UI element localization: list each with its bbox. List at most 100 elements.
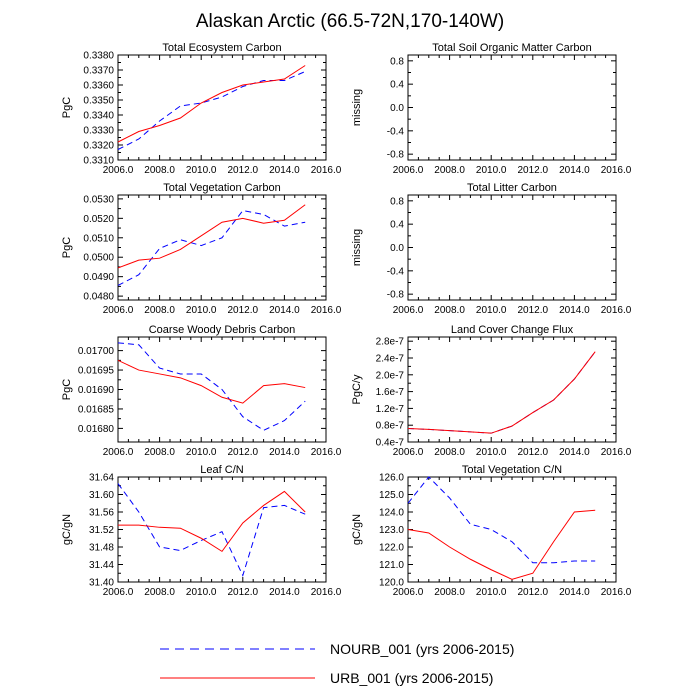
x-tick-label: 2016.0 — [311, 165, 342, 176]
y-axis-label: gC/gN — [61, 514, 73, 545]
y-tick-label: 0.01695 — [78, 366, 115, 377]
x-tick-label: 2014.0 — [269, 305, 300, 316]
y-axis-label: PgC/y — [351, 374, 363, 404]
y-tick-label: 0.4 — [390, 220, 404, 231]
y-tick-label: 0.01685 — [78, 404, 115, 415]
panel-total-litter-carbon: Total Litter Carbon 2006.0 2008.0 2010.0 201… — [351, 182, 632, 316]
x-tick-label: 2006.0 — [393, 305, 424, 316]
figure-title: Alaskan Arctic (66.5-72N,170-140W) — [196, 11, 504, 32]
y-tick-label: 31.44 — [89, 560, 114, 571]
y-tick-label: 0.0510 — [83, 233, 114, 244]
y-axis-label: missing — [351, 89, 363, 126]
x-tick-label: 2008.0 — [434, 447, 465, 458]
series-line-nourb-001 — [407, 476, 596, 564]
x-tick-label: 2010.0 — [186, 587, 217, 598]
y-tick-label: -0.4 — [387, 266, 405, 277]
panel-coarse-woody-debris-carbon: Coarse Woody Debris Carbon 2006.0 2008.0 20… — [61, 324, 342, 458]
y-tick-label: 2.8e-7 — [376, 337, 405, 348]
series-line-nourb-001 — [117, 71, 306, 150]
x-tick-label: 2012.0 — [518, 447, 549, 458]
y-tick-label: -0.4 — [387, 126, 405, 137]
y-tick-label: 2.0e-7 — [376, 370, 405, 381]
x-tick-label: 2012.0 — [518, 305, 549, 316]
series-line-urb-001 — [117, 359, 306, 404]
panel-title: Land Cover Change Flux — [451, 324, 574, 336]
series-line-urb-001 — [407, 509, 596, 580]
x-tick-label: 2016.0 — [601, 587, 632, 598]
x-tick-label: 2010.0 — [476, 305, 507, 316]
y-tick-label: 31.64 — [89, 473, 114, 484]
y-tick-label: 0.0480 — [83, 292, 114, 303]
plot-frame — [407, 54, 617, 161]
y-tick-label: -0.8 — [387, 150, 405, 161]
series-line-urb-001 — [117, 204, 306, 269]
y-tick-label: 0.3370 — [83, 66, 114, 77]
panel-leaf-c-n: Leaf C/N 2006.0 2008.0 2010.0 2012.0 2014.0 20… — [61, 464, 342, 598]
y-tick-label: 123.0 — [379, 525, 404, 536]
x-tick-label: 2010.0 — [476, 447, 507, 458]
y-tick-label: 0.3340 — [83, 111, 114, 122]
y-tick-label: 31.60 — [89, 490, 114, 501]
x-tick-label: 2008.0 — [434, 587, 465, 598]
panel-title: Leaf C/N — [200, 464, 243, 476]
y-tick-label: 126.0 — [379, 473, 404, 484]
series-line-nourb-001 — [117, 342, 306, 431]
panel-total-soil-organic-matter-carbon: Total Soil Organic Matter Carbon 2006.0 20… — [351, 42, 632, 176]
x-tick-label: 2014.0 — [559, 165, 590, 176]
y-tick-label: 0.8 — [390, 56, 404, 67]
series-line-urb-001 — [117, 65, 306, 143]
x-tick-label: 2016.0 — [311, 305, 342, 316]
x-tick-label: 2016.0 — [601, 447, 632, 458]
y-tick-label: 0.3380 — [83, 51, 114, 62]
x-tick-label: 2016.0 — [601, 165, 632, 176]
series-line-nourb-001 — [117, 210, 306, 286]
y-tick-label: 121.0 — [379, 560, 404, 571]
y-tick-label: 0.3330 — [83, 126, 114, 137]
y-tick-label: 0.8 — [390, 196, 404, 207]
plot-frame — [407, 194, 617, 301]
panel-title: Total Ecosystem Carbon — [162, 42, 281, 54]
panel-total-vegetation-carbon: Total Vegetation Carbon 2006.0 2008.0 2010.… — [61, 182, 342, 316]
x-tick-label: 2008.0 — [144, 447, 175, 458]
y-tick-label: 0.4 — [390, 80, 404, 91]
y-tick-label: 0.3310 — [83, 156, 114, 167]
series-line-urb-001 — [407, 351, 596, 434]
panel-grid: Total Ecosystem Carbon 2006.0 2008.0 2010.0… — [61, 42, 632, 598]
x-tick-label: 2008.0 — [144, 305, 175, 316]
x-tick-label: 2006.0 — [393, 587, 424, 598]
x-tick-label: 2016.0 — [311, 447, 342, 458]
y-tick-label: 125.0 — [379, 490, 404, 501]
y-tick-label: 0.01690 — [78, 385, 115, 396]
y-tick-label: 0.01680 — [78, 424, 115, 435]
series-line-urb-001 — [118, 490, 306, 553]
x-tick-label: 2008.0 — [144, 165, 175, 176]
y-tick-label: 2.4e-7 — [376, 354, 405, 365]
panel-title: Coarse Woody Debris Carbon — [149, 324, 296, 336]
x-tick-label: 2008.0 — [434, 305, 465, 316]
y-tick-label: 0.01700 — [78, 346, 115, 357]
x-tick-label: 2014.0 — [269, 165, 300, 176]
x-tick-label: 2012.0 — [228, 447, 259, 458]
panel-title: Total Soil Organic Matter Carbon — [432, 42, 592, 54]
x-tick-label: 2010.0 — [186, 447, 217, 458]
y-axis-label: PgC — [61, 237, 73, 258]
x-tick-label: 2014.0 — [269, 447, 300, 458]
x-tick-label: 2016.0 — [601, 305, 632, 316]
x-tick-label: 2010.0 — [186, 165, 217, 176]
x-tick-label: 2006.0 — [103, 587, 134, 598]
y-tick-label: 0.3360 — [83, 81, 114, 92]
plot-frame — [117, 54, 327, 161]
x-tick-label: 2012.0 — [228, 165, 259, 176]
y-tick-label: 0.0 — [390, 103, 404, 114]
x-tick-label: 2014.0 — [559, 447, 590, 458]
y-axis-label: PgC — [61, 97, 73, 118]
panel-total-ecosystem-carbon: Total Ecosystem Carbon 2006.0 2008.0 2010.0… — [61, 42, 342, 176]
y-tick-label: 0.3350 — [83, 96, 114, 107]
x-tick-label: 2006.0 — [103, 447, 134, 458]
y-tick-label: 0.4e-7 — [376, 438, 405, 449]
x-tick-label: 2016.0 — [311, 587, 342, 598]
x-tick-label: 2010.0 — [476, 165, 507, 176]
x-tick-label: 2006.0 — [393, 447, 424, 458]
panel-title: Total Litter Carbon — [467, 182, 557, 194]
x-tick-label: 2012.0 — [518, 165, 549, 176]
